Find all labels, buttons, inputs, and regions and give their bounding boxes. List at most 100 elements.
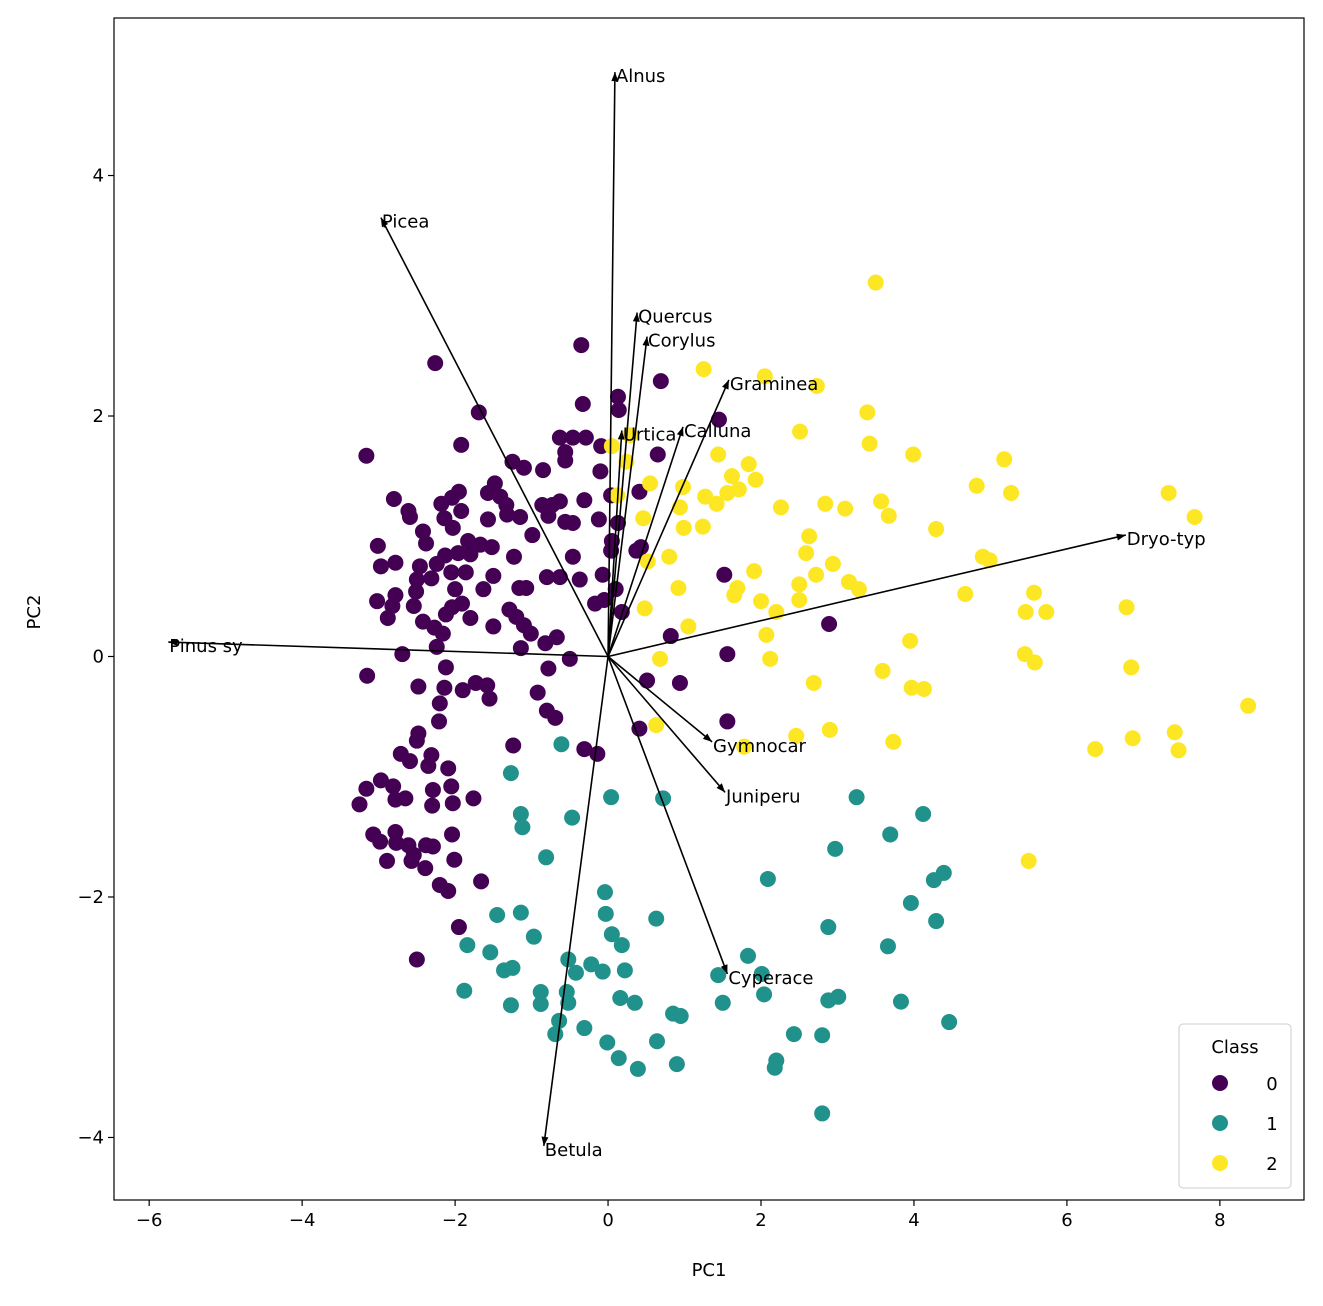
point-class-2 [915,680,932,697]
point-class-0 [473,873,490,890]
arrowhead-icon [716,783,726,793]
point-class-0 [592,463,609,480]
loading-arrow-cyperace [607,656,729,975]
point-class-2 [1003,484,1020,501]
point-class-0 [538,569,555,586]
loading-label: Graminea [730,374,818,395]
point-class-1 [613,937,630,954]
point-class-0 [387,554,404,571]
legend-marker-class-2 [1212,1155,1228,1171]
arrowhead-icon [722,379,729,390]
point-class-1 [820,919,837,936]
point-class-1 [502,997,519,1014]
point-class-0 [369,593,386,610]
point-class-2 [867,274,884,291]
point-class-0 [551,429,568,446]
point-class-0 [577,429,594,446]
point-class-0 [431,713,448,730]
x-axis-label: PC1 [692,1260,727,1281]
point-class-2 [1160,484,1177,501]
point-class-0 [423,570,440,587]
point-class-0 [408,583,425,600]
point-class-1 [532,996,549,1013]
point-class-0 [369,537,386,554]
point-class-0 [485,567,502,584]
point-class-0 [716,566,733,583]
loading-arrow-picea [380,217,609,657]
point-class-0 [428,555,445,572]
point-class-2 [874,662,891,679]
point-class-2 [792,423,809,440]
point-class-2 [928,521,945,538]
point-class-0 [410,678,427,695]
loading-label: Corylus [648,331,715,352]
point-class-1 [915,806,932,823]
point-class-2 [1017,604,1034,621]
point-class-2 [652,650,669,667]
point-class-2 [791,576,808,593]
point-class-0 [420,757,437,774]
x-tick-label: −6 [136,1210,163,1231]
point-class-0 [571,571,588,588]
point-class-1 [616,962,633,979]
arrowhead-icon [380,217,389,228]
point-class-2 [726,587,743,604]
point-class-2 [1087,741,1104,758]
point-class-0 [462,610,479,627]
point-class-2 [736,738,753,755]
loading-arrow-betula [543,656,609,1146]
point-class-0 [481,690,498,707]
point-class-0 [358,780,375,797]
point-class-1 [603,789,620,806]
point-class-0 [424,797,441,814]
legend: Class 0 1 2 [1178,1023,1292,1189]
point-class-1 [848,789,865,806]
loading-arrow-pinus-sy [168,641,609,658]
point-class-0 [443,778,460,795]
point-class-1 [553,736,570,753]
legend-title: Class [1211,1037,1258,1058]
point-class-2 [873,493,890,510]
point-class-0 [385,490,402,507]
point-class-1 [879,938,896,955]
point-class-0 [457,564,474,581]
point-class-1 [935,864,952,881]
arrowhead-icon [617,430,625,440]
y-tick-label: 0 [93,646,104,667]
point-class-2 [635,510,652,527]
point-class-0 [450,919,467,936]
point-class-1 [583,956,600,973]
arrowhead-icon [720,964,728,974]
point-class-0 [411,558,428,575]
point-class-1 [547,1026,564,1043]
point-class-2 [747,471,764,488]
point-class-0 [379,610,396,627]
point-class-2 [675,519,692,536]
point-class-2 [788,727,805,744]
point-class-1 [603,926,620,943]
point-class-1 [482,944,499,961]
point-class-0 [483,539,500,556]
point-class-1 [538,849,555,866]
point-class-1 [512,904,529,921]
arrowhead-icon [1116,533,1126,541]
point-class-2 [670,579,687,596]
y-tick-label: 2 [93,406,104,427]
point-class-2 [850,581,867,598]
point-class-2 [710,446,727,463]
point-class-0 [408,732,425,749]
point-class-2 [694,518,711,535]
point-class-0 [529,684,546,701]
loading-label: Urtica [623,424,677,445]
point-class-0 [652,373,669,390]
point-class-2 [981,552,998,569]
point-class-2 [1170,742,1187,759]
point-class-0 [372,772,389,789]
point-class-2 [1020,852,1037,869]
point-class-0 [540,660,557,677]
loading-arrow-quercus [607,312,638,657]
point-class-0 [512,640,529,657]
point-class-2 [642,475,659,492]
point-class-0 [551,569,568,586]
point-class-1 [668,1056,685,1073]
